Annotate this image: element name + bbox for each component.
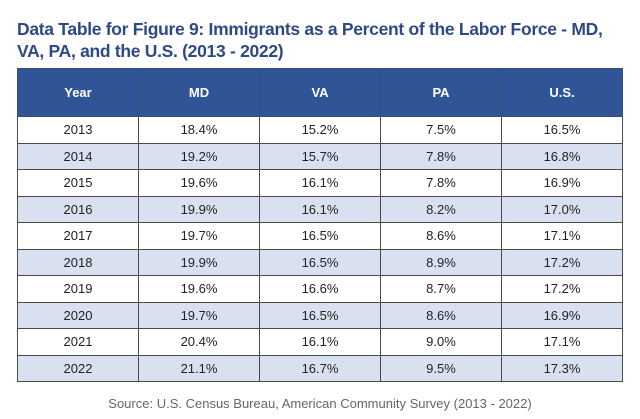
table-cell: 9.0% [380,328,502,356]
table-cell: 19.7% [138,301,260,329]
column-header: Year [17,68,139,117]
table-cell: 19.6% [138,169,260,197]
table-row: 2018 19.9% 16.5% 8.9% 17.2% [17,248,623,276]
table-cell: 8.6% [380,301,502,329]
table-row: 2022 21.1% 16.7% 9.5% 17.3% [17,354,623,382]
column-header: U.S. [501,68,623,117]
table-cell: 8.2% [380,195,502,223]
table-cell: 7.8% [380,169,502,197]
table-cell: 2017 [17,222,139,250]
table-cell: 16.6% [259,275,381,303]
table-cell: 21.1% [138,354,260,382]
table-cell: 16.5% [259,301,381,329]
column-header: VA [259,68,381,117]
table-title: Data Table for Figure 9: Immigrants as a… [17,19,603,61]
table-cell: 17.2% [501,248,623,276]
table-cell: 2015 [17,169,139,197]
table-row: 2017 19.7% 16.5% 8.6% 17.1% [17,222,623,250]
table-cell: 18.4% [138,116,260,144]
table-row: 2020 19.7% 16.5% 8.6% 16.9% [17,301,623,329]
table-cell: 16.1% [259,195,381,223]
table-cell: 16.9% [501,169,623,197]
table-cell: 19.9% [138,195,260,223]
header-row: Year MD VA PA U.S. [17,68,623,117]
table-cell: 9.5% [380,354,502,382]
table-row: 2014 19.2% 15.7% 7.8% 16.8% [17,142,623,170]
table-cell: 2020 [17,301,139,329]
table-cell: 16.1% [259,169,381,197]
table-cell: 2013 [17,116,139,144]
table-cell: 17.3% [501,354,623,382]
table-cell: 16.9% [501,301,623,329]
table-cell: 17.1% [501,222,623,250]
table-cell: 16.7% [259,354,381,382]
table-row: 2019 19.6% 16.6% 8.7% 17.2% [17,275,623,303]
table-cell: 17.0% [501,195,623,223]
table-cell: 19.6% [138,275,260,303]
table-cell: 2019 [17,275,139,303]
column-header: PA [380,68,502,117]
table-cell: 16.5% [259,248,381,276]
table-cell: 8.7% [380,275,502,303]
table-cell: 16.8% [501,142,623,170]
source-note: Source: U.S. Census Bureau, American Com… [108,396,532,411]
table-cell: 19.9% [138,248,260,276]
table-cell: 20.4% [138,328,260,356]
table-cell: 8.6% [380,222,502,250]
column-header: MD [138,68,260,117]
table-cell: 2014 [17,142,139,170]
table-row: 2021 20.4% 16.1% 9.0% 17.1% [17,328,623,356]
table-cell: 7.5% [380,116,502,144]
table-cell: 8.9% [380,248,502,276]
table-cell: 2016 [17,195,139,223]
table-cell: 16.1% [259,328,381,356]
table-row: 2016 19.9% 16.1% 8.2% 17.0% [17,195,623,223]
table-row: 2015 19.6% 16.1% 7.8% 16.9% [17,169,623,197]
table-row: 2013 18.4% 15.2% 7.5% 16.5% [17,116,623,144]
table-cell: 15.7% [259,142,381,170]
table-cell: 17.1% [501,328,623,356]
table-cell: 19.2% [138,142,260,170]
table-cell: 2022 [17,354,139,382]
table-body: 2013 18.4% 15.2% 7.5% 16.5% 2014 19.2% 15.7% 7.8… [17,116,623,382]
data-table: Year MD VA PA U.S. 2013 18.4% 15.2% 7.5% 16.5% 20… [17,68,623,382]
table-cell: 17.2% [501,275,623,303]
table-cell: 15.2% [259,116,381,144]
table-cell: 16.5% [501,116,623,144]
table-cell: 7.8% [380,142,502,170]
table-cell: 2018 [17,248,139,276]
table-cell: 16.5% [259,222,381,250]
table-cell: 2021 [17,328,139,356]
table-cell: 19.7% [138,222,260,250]
